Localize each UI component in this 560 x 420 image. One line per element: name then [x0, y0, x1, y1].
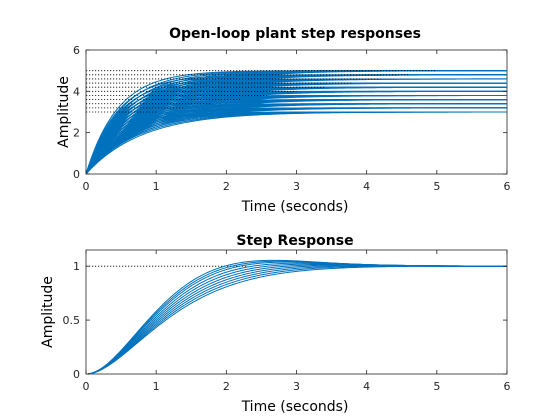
- step-response-x-tick-label: 6: [504, 380, 511, 393]
- open-loop-response-line: [85, 74, 508, 175]
- open-loop-y-tick-label: 2: [73, 127, 80, 140]
- axes-step-response: 0 1 2 3 4 5 6 0 0.5 1 Step Response Time (seconds…: [40, 233, 511, 415]
- step-response-x-tick-label: 0: [83, 380, 90, 393]
- open-loop-response-line: [85, 90, 507, 175]
- step-response-y-tick-label: 1: [73, 260, 80, 273]
- open-loop-x-tick-label: 2: [223, 180, 230, 193]
- open-loop-response-line: [85, 107, 507, 175]
- open-loop-x-tick-label: 5: [433, 180, 440, 193]
- open-loop-x-tick-label: 4: [363, 180, 370, 193]
- open-loop-y-axis-label: Amplitude: [56, 76, 72, 148]
- open-loop-reference-marks: [86, 70, 437, 113]
- open-loop-y-tick-label: 4: [73, 85, 80, 98]
- step-response-chart-title: Step Response: [236, 233, 353, 249]
- open-loop-ticks: 0 1 2 3 4 5 6 0 2 4 6: [73, 44, 511, 193]
- open-loop-x-tick-label: 3: [293, 180, 300, 193]
- step-response-y-axis-label: Amplitude: [40, 276, 56, 348]
- step-response-line: [85, 265, 507, 375]
- open-loop-x-tick-label: 6: [504, 180, 511, 193]
- open-loop-x-axis-label: Time (seconds): [241, 199, 349, 215]
- axes-open-loop: 0 1 2 3 4 5 6 0 2 4 6 Open-loop plant step respons…: [56, 26, 511, 215]
- step-response-curves: [85, 259, 508, 375]
- open-loop-response-line: [85, 99, 507, 175]
- step-response-x-tick-label: 2: [223, 380, 230, 393]
- step-response-x-tick-label: 1: [153, 380, 160, 393]
- open-loop-response-line: [85, 70, 508, 175]
- open-loop-response-line: [85, 103, 507, 175]
- open-loop-response-line: [85, 78, 507, 175]
- open-loop-response-line: [85, 95, 507, 175]
- step-response-x-axis-label: Time (seconds): [241, 399, 349, 415]
- step-response-y-tick-label: 0.5: [63, 314, 81, 327]
- step-response-y-tick-label: 0: [73, 368, 80, 381]
- open-loop-chart-title: Open-loop plant step responses: [169, 26, 421, 42]
- open-loop-response-line: [85, 111, 508, 175]
- open-loop-y-tick-label: 0: [73, 168, 80, 181]
- step-response-x-tick-label: 5: [433, 380, 440, 393]
- open-loop-x-tick-label: 1: [153, 180, 160, 193]
- step-response-x-tick-label: 3: [293, 380, 300, 393]
- open-loop-x-tick-label: 0: [83, 180, 90, 193]
- step-response-x-tick-label: 4: [363, 380, 370, 393]
- open-loop-response-line: [85, 82, 507, 175]
- open-loop-y-tick-label: 6: [73, 44, 80, 57]
- step-response-ticks: 0 1 2 3 4 5 6 0 0.5 1: [63, 250, 511, 393]
